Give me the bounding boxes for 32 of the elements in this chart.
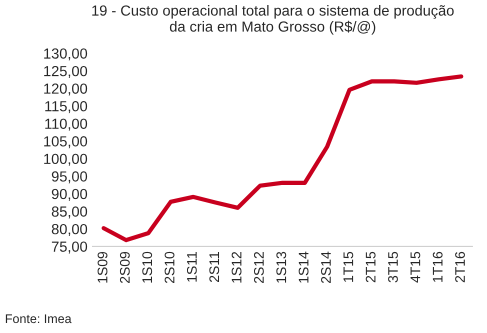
x-tick-label: 1S12: [232, 252, 242, 283]
y-tick-label: 120,00: [44, 83, 88, 96]
y-tick-label: 85,00: [52, 206, 88, 218]
x-tick-label: 4T15: [410, 252, 420, 283]
x-tick-label: 2S14: [321, 252, 331, 284]
y-tick-label: 115,00: [45, 101, 88, 114]
x-tick-label: 1S11: [186, 252, 197, 282]
x-tick-label: 2T16: [455, 252, 465, 282]
x-tick-label: 1T16: [432, 252, 443, 282]
y-tick-label: 95,00: [52, 171, 88, 184]
x-tick-label: 2S11: [209, 252, 220, 282]
x-tick-label: 1S10: [142, 252, 152, 283]
x-tick-label: 3T15: [388, 252, 398, 282]
y-tick-label: 130,00: [44, 48, 88, 60]
x-tick-label: 1S13: [276, 252, 286, 283]
x-tick-label: 1T15: [344, 252, 354, 282]
x-tick-label: 1S09: [98, 252, 108, 283]
x-tick-label: 2S10: [164, 252, 174, 284]
y-tick-label: 100,00: [44, 154, 88, 166]
chart-title: 19 - Custo operacional total para o sistema de produção da cria em Mato Grosso (R$/@): [92, 4, 454, 35]
x-tick-label: 2S09: [120, 252, 130, 284]
line-series: [102, 74, 464, 242]
y-tick-label: 110,00: [45, 118, 88, 131]
x-tick-label: 2T15: [366, 252, 376, 282]
y-tick-label: 75,00: [52, 242, 88, 254]
x-tick-label: 1S14: [298, 252, 309, 283]
y-tick-label: 125,00: [44, 66, 88, 78]
y-tick-label: 80,00: [52, 224, 88, 236]
source-note: Fonte: Imea: [6, 314, 72, 324]
y-tick-label: 90,00: [52, 188, 88, 201]
x-tick-label: 2S12: [254, 252, 264, 284]
y-tick-label: 105,00: [44, 136, 88, 148]
